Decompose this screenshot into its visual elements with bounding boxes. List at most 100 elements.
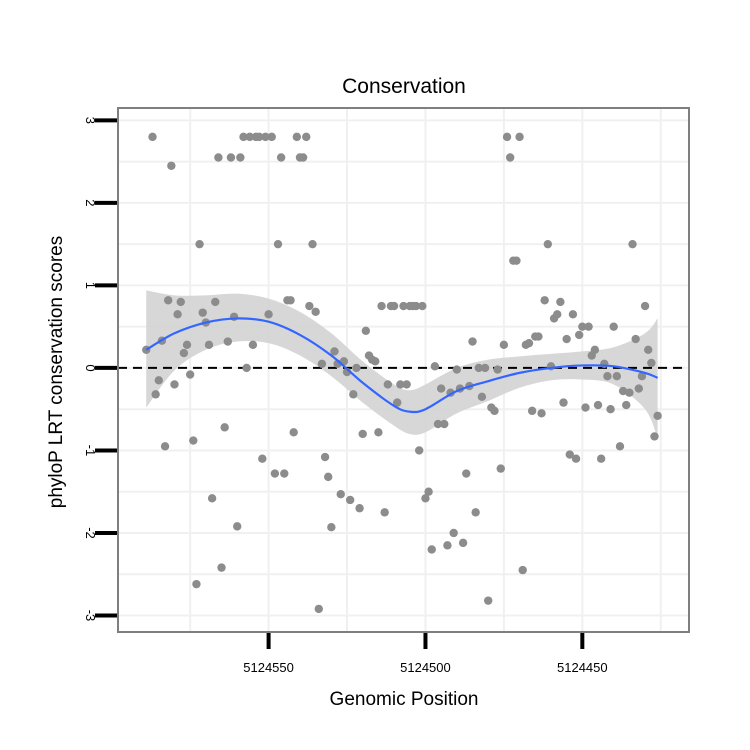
data-point (637, 371, 647, 381)
data-point (374, 428, 383, 437)
data-point (176, 297, 185, 307)
data-point (371, 357, 380, 366)
data-point (248, 340, 258, 350)
data-point (590, 345, 600, 354)
data-point (160, 442, 170, 451)
data-point (289, 428, 298, 437)
data-point (148, 132, 157, 142)
data-point (625, 388, 634, 397)
data-point (443, 541, 452, 550)
x-axis-title: Genomic Position (330, 689, 479, 710)
data-point (499, 340, 509, 350)
data-point (389, 301, 399, 311)
data-point (402, 380, 411, 389)
data-point (502, 132, 512, 142)
data-point (223, 337, 233, 346)
data-point (414, 446, 424, 455)
data-point (622, 400, 631, 410)
y-tick-label: -2 (83, 527, 98, 539)
data-point (393, 398, 402, 407)
data-point (163, 296, 173, 305)
data-point (559, 398, 568, 407)
data-point (524, 338, 534, 348)
data-point (336, 489, 345, 499)
data-point (527, 406, 537, 416)
data-point (440, 419, 449, 429)
data-point (628, 239, 637, 249)
data-point (543, 239, 553, 249)
x-axis: 5124550 5124500 5124450 (243, 633, 608, 675)
smooth-curve (145, 317, 659, 414)
data-point (647, 358, 656, 368)
x-tick-label: 5124550 (243, 660, 294, 675)
data-point (380, 508, 389, 517)
data-point (207, 494, 217, 503)
data-point (615, 442, 625, 451)
y-tick-label: -3 (83, 610, 98, 622)
gridlines (118, 108, 689, 632)
data-point (220, 423, 229, 432)
data-point (320, 452, 330, 462)
data-point (484, 596, 493, 605)
data-point (267, 132, 276, 142)
data-point (182, 340, 192, 350)
data-point (578, 322, 587, 331)
x-tick-label: 5124450 (557, 660, 608, 675)
data-point (553, 310, 562, 319)
y-tick-label: -1 (83, 445, 98, 457)
data-point (233, 522, 242, 531)
data-point (239, 132, 248, 142)
data-point (179, 348, 189, 358)
data-point (462, 469, 471, 478)
data-point (349, 390, 358, 399)
data-point (226, 153, 236, 162)
data-point (474, 363, 483, 373)
data-point (518, 565, 527, 575)
data-point (298, 153, 308, 162)
data-point (612, 371, 622, 381)
data-point (254, 132, 264, 142)
data-point (505, 153, 515, 162)
x-tick-label: 5124500 (400, 660, 451, 675)
data-point (644, 345, 653, 354)
data-point (411, 301, 421, 311)
data-point (534, 332, 543, 341)
data-point (537, 409, 546, 418)
data-point (273, 239, 283, 249)
data-point (584, 322, 593, 331)
data-point (189, 436, 198, 445)
data-point (292, 132, 302, 142)
data-point (355, 504, 364, 513)
data-point (195, 239, 204, 249)
data-point (631, 334, 640, 344)
data-point (383, 380, 393, 389)
data-point (609, 322, 618, 331)
data-point (452, 365, 462, 374)
data-point (571, 454, 581, 463)
data-point (311, 307, 320, 317)
data-point (640, 301, 650, 311)
data-point (324, 472, 333, 482)
data-point (214, 153, 223, 162)
data-point (327, 523, 336, 532)
data-point (399, 301, 408, 311)
data-point (556, 297, 565, 307)
data-point (496, 464, 505, 473)
data-point (314, 604, 323, 614)
y-tick-label: 1 (83, 282, 98, 289)
y-axis: 3 2 1 0 -1 -2 -3 (83, 117, 117, 622)
data-point (317, 359, 327, 369)
data-point (352, 363, 361, 373)
data-point (593, 400, 603, 410)
confidence-band-area (146, 290, 658, 439)
data-point (493, 365, 502, 374)
data-point (568, 310, 578, 319)
data-point (198, 308, 207, 317)
data-point (418, 301, 427, 311)
data-point (471, 508, 480, 517)
data-points (142, 132, 662, 614)
data-point (603, 371, 612, 381)
data-point (302, 132, 311, 142)
data-point (264, 310, 273, 319)
